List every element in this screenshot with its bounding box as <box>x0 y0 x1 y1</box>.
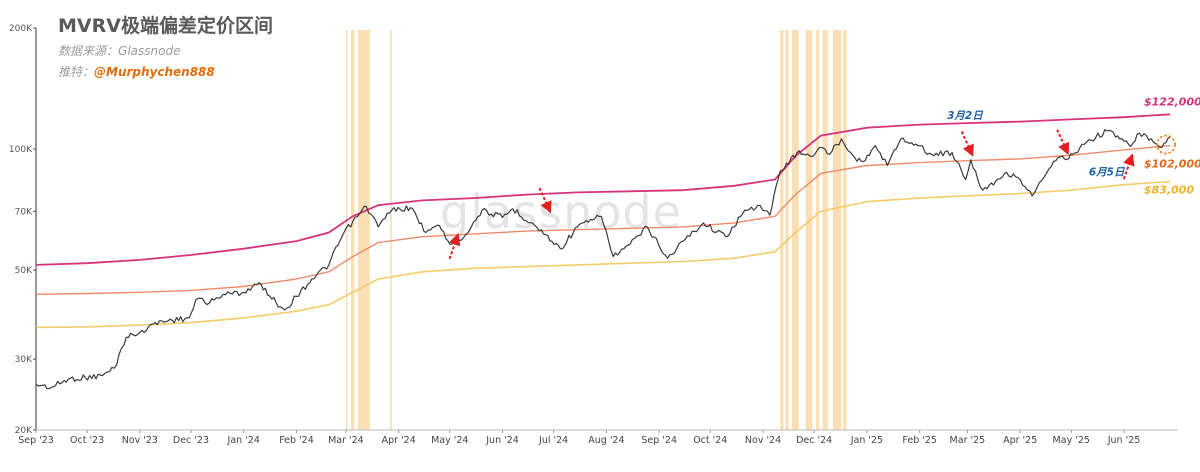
x-tick-label: Jan '25 <box>850 435 883 446</box>
arrow-down-icon <box>960 131 974 157</box>
x-tick-label: Dec '24 <box>796 435 832 446</box>
arrow-up-icon <box>1122 153 1135 180</box>
middle-band-label: $102,000 <box>1144 158 1200 171</box>
x-tick-label: Sep '24 <box>641 435 677 446</box>
date-annotation: 3月2日 <box>947 110 984 122</box>
highlight-span <box>390 30 392 430</box>
annotations <box>448 129 1176 260</box>
upper-series-line <box>35 113 1171 266</box>
arrow-down-icon <box>538 187 552 214</box>
x-tick-label: May '24 <box>431 435 468 446</box>
source-line: 数据来源：Glassnode <box>58 43 273 59</box>
author-prefix: 推特： <box>58 65 95 79</box>
extreme-deviation-highlights <box>345 30 847 430</box>
highlight-span <box>785 30 789 430</box>
x-tick-label: Apr '25 <box>1003 435 1037 446</box>
lower-series-line <box>35 180 1171 329</box>
x-tick-label: Jul '24 <box>538 435 568 446</box>
highlight-span <box>843 30 847 430</box>
lower-band-label: $83,000 <box>1144 184 1194 197</box>
highlight-span <box>351 30 355 430</box>
x-tick-label: Mar '24 <box>328 435 364 446</box>
y-tick-label: 30K <box>15 355 33 365</box>
x-tick-label: Dec '23 <box>173 435 209 446</box>
x-tick-label: Jun '25 <box>1107 435 1141 446</box>
highlight-span <box>357 30 370 430</box>
y-tick-label: 70K <box>15 207 33 217</box>
highlight-span <box>792 30 799 430</box>
x-tick-label: Feb '25 <box>902 435 937 446</box>
series-lines <box>35 113 1171 390</box>
x-tick-label: Apr '24 <box>382 435 416 446</box>
x-tick-label: Mar '25 <box>950 435 986 446</box>
author-handle: @Murphychen888 <box>94 65 215 79</box>
highlight-span <box>345 30 348 430</box>
x-tick-label: Sep '23 <box>18 435 54 446</box>
author-line: 推特：@Murphychen888 <box>58 64 273 80</box>
circle-marker-icon <box>1156 134 1176 155</box>
y-tick-label: 200K <box>9 24 33 34</box>
y-tick-label: 20K <box>15 426 33 436</box>
upper-band-label: $122,000 <box>1144 95 1200 108</box>
arrow-down-icon <box>1056 129 1070 156</box>
highlight-span <box>832 30 842 430</box>
axes <box>33 27 1178 433</box>
middle-series-line <box>35 144 1171 295</box>
arrow-up-icon <box>448 233 461 260</box>
y-tick-label: 50K <box>15 266 33 276</box>
x-tick-label: Oct '23 <box>70 435 104 446</box>
x-tick-label: Aug '24 <box>588 435 624 446</box>
price-series-line <box>35 129 1171 390</box>
highlight-span <box>815 30 820 430</box>
highlight-span <box>805 30 813 430</box>
x-tick-label: May '25 <box>1053 435 1090 446</box>
source-prefix: 数据来源： <box>58 44 119 58</box>
x-tick-label: Oct '24 <box>693 435 727 446</box>
x-tick-label: Nov '23 <box>122 435 158 446</box>
date-annotation: 6月5日 <box>1089 166 1126 178</box>
x-tick-label: Jun '24 <box>485 435 519 446</box>
source-name: Glassnode <box>118 44 181 58</box>
x-tick-label: Feb '24 <box>279 435 314 446</box>
x-tick-label: Nov '24 <box>745 435 781 446</box>
chart-title: MVRV极端偏差定价区间 <box>58 15 273 37</box>
x-tick-label: Jan '24 <box>227 435 260 446</box>
chart-header: MVRV极端偏差定价区间 数据来源：Glassnode 推特：@Murphych… <box>58 14 273 80</box>
highlight-span <box>822 30 828 430</box>
highlight-span <box>780 30 784 430</box>
y-tick-label: 100K <box>9 145 33 155</box>
